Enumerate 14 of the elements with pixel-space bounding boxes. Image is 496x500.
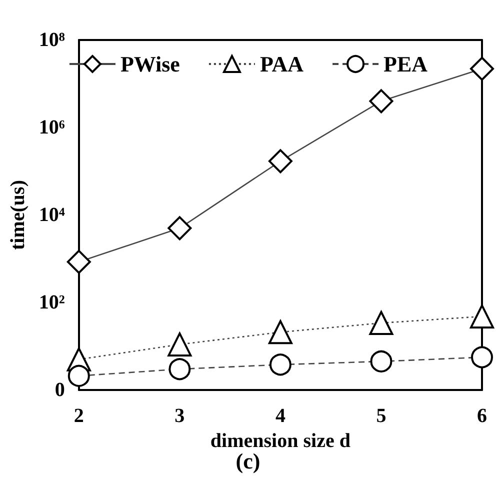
x-tick-label: 2 bbox=[74, 405, 84, 427]
legend-label: PWise bbox=[120, 52, 180, 76]
y-tick-label: 10² bbox=[38, 292, 65, 314]
x-tick-label: 6 bbox=[477, 405, 487, 427]
x-tick-label: 3 bbox=[174, 405, 185, 427]
y-tick-label: 10⁴ bbox=[38, 204, 65, 226]
x-tick-label: 4 bbox=[275, 405, 286, 427]
legend-label: PEA bbox=[384, 52, 428, 76]
y-tick-label: 0 bbox=[54, 379, 65, 401]
legend-label: PAA bbox=[260, 52, 304, 76]
y-tick-label: 10⁶ bbox=[38, 116, 65, 138]
x-tick-label: 5 bbox=[376, 405, 386, 427]
y-tick-label: 10⁸ bbox=[38, 29, 65, 51]
y-axis-title: time(us) bbox=[7, 180, 29, 250]
